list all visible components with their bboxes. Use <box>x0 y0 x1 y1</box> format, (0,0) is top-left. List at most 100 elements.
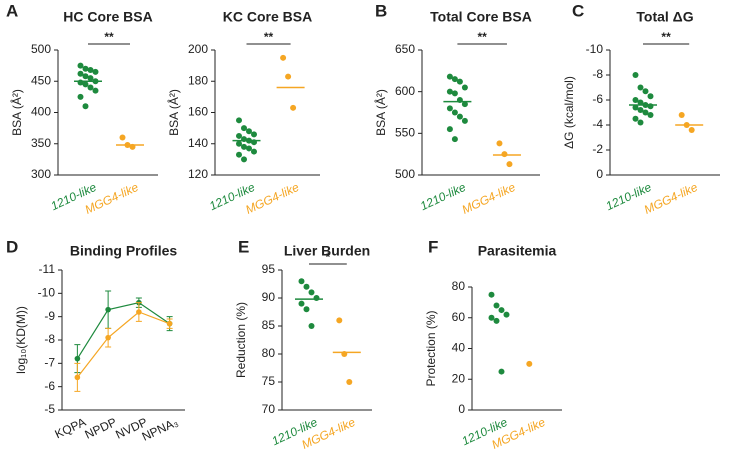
data-point <box>456 113 463 120</box>
data-point <box>246 145 252 152</box>
data-point <box>637 84 644 91</box>
data-point <box>678 112 685 118</box>
data-point <box>451 109 458 116</box>
data-point <box>241 156 247 163</box>
data-point <box>647 103 654 110</box>
y-tick-label: -6 <box>44 379 55 393</box>
y-tick-label: -10 <box>38 286 56 300</box>
y-tick-label: -7 <box>44 356 55 370</box>
y-tick-label: 650 <box>395 42 415 56</box>
y-axis-label: log₁₀(KD(M)) <box>14 306 28 374</box>
data-point <box>498 307 505 314</box>
data-point <box>308 289 315 296</box>
chart-title: Total ΔG <box>636 9 693 25</box>
data-point <box>136 309 142 315</box>
data-point <box>246 128 252 135</box>
panel-letter: A <box>6 1 18 20</box>
data-point <box>501 151 508 158</box>
data-point <box>647 93 654 100</box>
data-point <box>87 67 94 73</box>
data-point <box>241 125 247 132</box>
y-tick-label: 300 <box>31 167 51 181</box>
y-tick-label: 140 <box>188 136 208 150</box>
chart-title: KC Core BSA <box>223 9 312 25</box>
data-point <box>493 317 500 324</box>
data-point <box>688 127 695 133</box>
y-tick-label: 75 <box>262 374 276 388</box>
data-point <box>461 101 468 108</box>
data-point <box>280 54 287 61</box>
data-point <box>82 73 89 80</box>
data-point <box>236 117 242 124</box>
chart-title: Liver Burden <box>284 243 370 259</box>
y-tick-label: -11 <box>39 262 56 276</box>
data-point <box>308 323 315 329</box>
data-point <box>298 300 305 307</box>
y-tick-label: -4 <box>592 117 603 131</box>
data-point <box>456 78 463 85</box>
y-tick-label: 60 <box>452 310 466 324</box>
data-point <box>461 84 468 91</box>
data-point <box>493 302 500 309</box>
y-tick-label: 70 <box>262 402 276 416</box>
data-point <box>526 360 533 367</box>
data-point <box>313 295 320 301</box>
data-point <box>87 75 94 82</box>
data-point <box>303 283 310 290</box>
data-point <box>503 311 510 318</box>
y-tick-label: 160 <box>188 105 208 119</box>
data-point <box>251 148 257 155</box>
data-point <box>446 73 453 80</box>
y-tick-label: 600 <box>395 84 415 98</box>
y-tick-label: 90 <box>262 290 276 304</box>
y-tick-label: -6 <box>592 92 603 106</box>
y-axis-label: BSA (Å²) <box>373 89 388 136</box>
significance-label: ** <box>478 30 488 44</box>
y-tick-label: -8 <box>44 332 55 346</box>
panel-letter: E <box>238 237 249 256</box>
data-point <box>632 72 639 78</box>
series-line <box>76 302 170 359</box>
y-tick-label: 500 <box>31 42 51 56</box>
y-axis-label: Protection (%) <box>424 310 438 386</box>
data-point <box>92 87 99 94</box>
data-point <box>236 140 242 147</box>
data-point <box>105 306 111 313</box>
data-point <box>488 314 495 321</box>
data-point <box>303 306 310 313</box>
data-point <box>451 136 458 143</box>
data-point <box>446 88 453 95</box>
data-point <box>637 119 644 126</box>
data-point <box>119 134 126 141</box>
chart-title: Total Core BSA <box>430 9 532 25</box>
data-point <box>77 93 84 100</box>
x-tick-label: MGG4-like <box>642 180 700 217</box>
data-point <box>82 103 89 110</box>
data-point <box>105 334 111 341</box>
data-point <box>506 161 513 168</box>
data-point <box>632 104 639 111</box>
y-tick-label: 400 <box>31 105 51 119</box>
data-point <box>637 99 644 106</box>
x-tick-label: MGG4-like <box>460 180 518 217</box>
y-tick-label: 80 <box>452 279 466 293</box>
y-tick-label: 550 <box>395 126 415 140</box>
data-point <box>496 140 503 147</box>
series-line <box>76 311 170 378</box>
data-point <box>82 81 89 88</box>
significance-label: ** <box>104 30 114 44</box>
panel-letter: D <box>6 237 18 256</box>
data-point <box>642 88 649 95</box>
data-point <box>642 109 649 116</box>
y-tick-label: 40 <box>452 341 466 355</box>
data-point <box>166 320 173 327</box>
data-point <box>74 374 81 381</box>
panel-letter: F <box>428 237 438 256</box>
significance-label: * <box>326 250 331 264</box>
data-point <box>82 65 89 72</box>
significance-label: ** <box>264 30 274 44</box>
data-point <box>236 151 242 158</box>
y-axis-label: Reduction (%) <box>234 302 248 378</box>
y-axis-label: BSA (Å²) <box>166 89 181 136</box>
